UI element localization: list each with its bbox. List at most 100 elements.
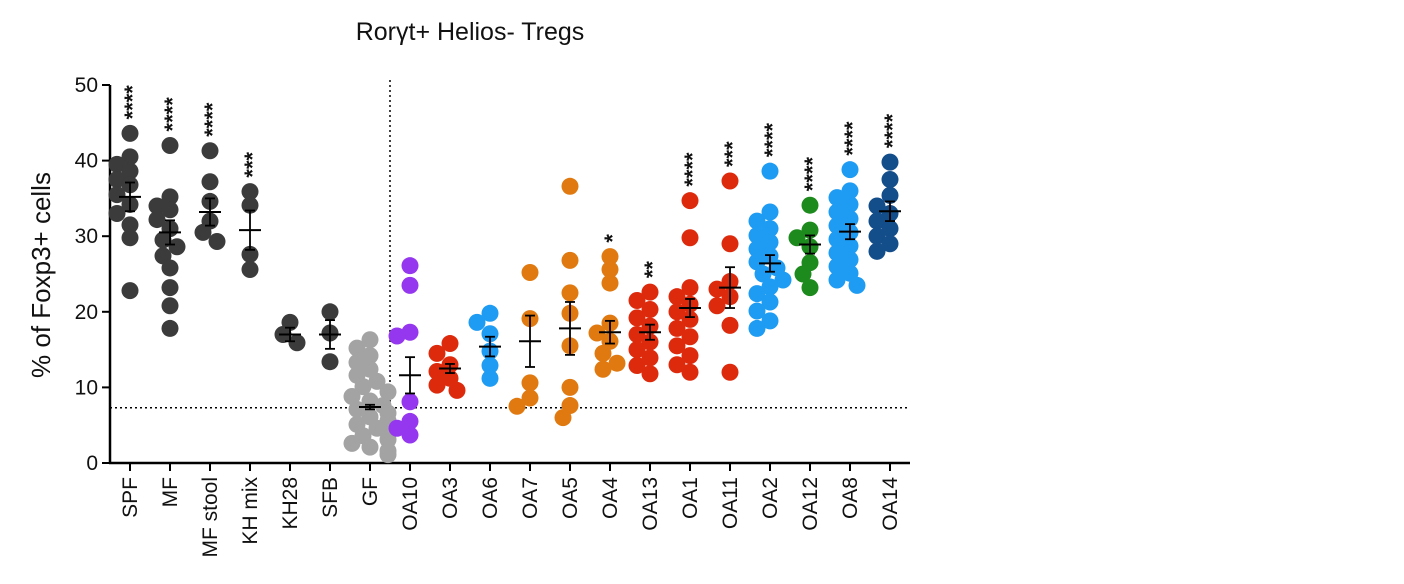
data-point xyxy=(828,217,846,235)
data-point xyxy=(388,327,406,345)
significance-label: **** xyxy=(160,97,185,132)
x-tick-label: OA8 xyxy=(839,477,862,519)
data-point xyxy=(588,324,606,342)
data-point xyxy=(521,263,539,281)
data-point xyxy=(628,356,646,374)
data-point xyxy=(748,240,766,258)
data-point xyxy=(721,235,739,253)
data-point xyxy=(401,393,419,411)
data-point xyxy=(388,419,406,437)
significance-label: **** xyxy=(120,85,145,120)
data-point xyxy=(554,409,572,427)
data-point xyxy=(828,244,846,262)
data-point xyxy=(361,347,379,365)
y-axis-label: % of Foxp3+ cells xyxy=(26,172,56,378)
data-point xyxy=(594,344,612,362)
data-point xyxy=(761,203,779,221)
data-point xyxy=(121,229,139,247)
data-point xyxy=(168,238,186,256)
data-point xyxy=(321,303,339,321)
data-point xyxy=(428,376,446,394)
data-point xyxy=(401,276,419,294)
data-point xyxy=(868,227,886,245)
data-point xyxy=(401,323,419,341)
x-tick-label: KH mix xyxy=(239,477,262,545)
data-point xyxy=(241,260,259,278)
data-point xyxy=(681,229,699,247)
data-point xyxy=(748,319,766,337)
x-tick-label: OA12 xyxy=(799,477,822,531)
data-point xyxy=(561,251,579,269)
data-point xyxy=(841,210,859,228)
data-point xyxy=(848,276,866,294)
data-point xyxy=(641,349,659,367)
data-point xyxy=(161,188,179,206)
data-point xyxy=(508,397,526,415)
data-point xyxy=(708,297,726,315)
data-point xyxy=(761,233,779,251)
data-point xyxy=(641,301,659,319)
x-tick-label: OA13 xyxy=(639,477,662,531)
data-point xyxy=(561,378,579,396)
x-tick-label: OA2 xyxy=(759,477,782,519)
data-point xyxy=(681,279,699,297)
data-point xyxy=(681,347,699,365)
data-point xyxy=(668,337,686,355)
data-point xyxy=(348,400,366,418)
x-tick-label: OA4 xyxy=(599,477,622,519)
significance-label: ** xyxy=(640,261,665,279)
data-point xyxy=(681,310,699,328)
data-point xyxy=(288,334,306,352)
data-point xyxy=(428,363,446,381)
data-point xyxy=(761,293,779,311)
x-tick-label: OA7 xyxy=(519,477,542,519)
data-point xyxy=(761,312,779,330)
data-point xyxy=(628,291,646,309)
data-point xyxy=(841,195,859,213)
y-tick-label: 10 xyxy=(75,376,98,399)
x-tick-label: OA1 xyxy=(679,477,702,519)
x-tick-label: MF stool xyxy=(199,477,222,558)
data-point xyxy=(721,363,739,381)
data-point xyxy=(708,280,726,298)
data-point xyxy=(354,378,372,396)
data-point xyxy=(194,223,212,241)
data-point xyxy=(161,201,179,219)
data-point xyxy=(868,242,886,260)
y-tick-label: 0 xyxy=(86,452,98,475)
x-tick-label: KH28 xyxy=(279,477,302,530)
data-point xyxy=(208,232,226,250)
data-point xyxy=(481,304,499,322)
x-tick-label: OA11 xyxy=(719,477,742,529)
data-point xyxy=(801,221,819,239)
significance-label: *** xyxy=(720,141,745,167)
data-point xyxy=(521,389,539,407)
x-tick-label: SPF xyxy=(119,477,142,518)
data-point xyxy=(761,162,779,180)
data-point xyxy=(161,319,179,337)
y-tick-label: 20 xyxy=(75,301,98,324)
data-point xyxy=(668,319,686,337)
data-point xyxy=(348,353,366,371)
y-tick-label: 40 xyxy=(75,150,98,173)
data-point xyxy=(148,211,166,229)
data-point xyxy=(868,197,886,215)
data-point xyxy=(121,216,139,234)
data-point xyxy=(448,381,466,399)
data-point xyxy=(201,142,219,160)
data-point xyxy=(668,288,686,306)
data-point xyxy=(881,171,899,188)
data-point xyxy=(748,302,766,320)
data-point xyxy=(594,360,612,378)
data-point xyxy=(828,230,846,248)
significance-label: *** xyxy=(240,151,265,177)
data-point xyxy=(428,344,446,362)
data-point xyxy=(601,274,619,292)
data-point xyxy=(881,153,899,171)
data-point xyxy=(668,356,686,374)
data-point xyxy=(468,313,486,331)
data-point xyxy=(108,155,126,173)
data-point xyxy=(628,325,646,343)
data-point xyxy=(361,331,379,349)
data-point xyxy=(754,265,772,283)
